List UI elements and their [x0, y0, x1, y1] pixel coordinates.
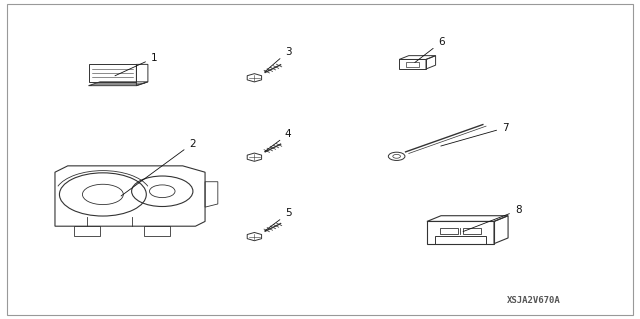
Text: 3: 3 — [264, 47, 291, 72]
Text: 4: 4 — [265, 129, 291, 152]
Text: 5: 5 — [265, 209, 291, 231]
Text: 1: 1 — [115, 53, 157, 76]
Bar — [440, 228, 458, 234]
Text: 7: 7 — [441, 123, 509, 146]
Bar — [463, 228, 481, 234]
Bar — [435, 236, 486, 244]
Text: 2: 2 — [121, 139, 196, 196]
Text: 6: 6 — [415, 37, 445, 63]
Text: XSJA2V670A: XSJA2V670A — [507, 296, 561, 305]
Text: 8: 8 — [463, 205, 522, 232]
